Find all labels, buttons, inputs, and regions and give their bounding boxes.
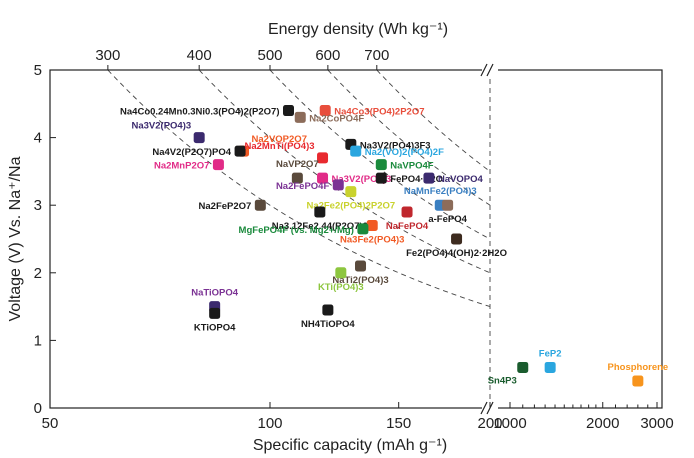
data-point-label: FePO4·H2O (390, 174, 443, 185)
data-point-label: Na2(VO)2(PO4)2F (365, 147, 444, 158)
data-point-label: Sn4P3 (488, 375, 517, 386)
top-tick-label: 400 (187, 47, 212, 64)
x-tick-label: 3000 (640, 415, 673, 432)
data-point-label: a-FePO4 (428, 214, 467, 225)
data-point-marker (632, 375, 644, 387)
data-point-marker (282, 105, 294, 117)
data-point-marker (319, 105, 331, 117)
data-point-marker (451, 233, 463, 245)
top-tick-label: 300 (95, 47, 120, 64)
data-point-label: NaFePO4 (386, 221, 429, 232)
y-axis-title: Voltage (V) Vs. Na⁺/Na (7, 156, 24, 321)
data-point-label: Na3V2(PO4)3 (132, 121, 192, 132)
y-tick-label: 1 (34, 332, 42, 349)
top-axis-title: Energy density (Wh kg⁻¹) (268, 21, 448, 38)
data-point-label: MgFePO4F (vs. Mg2+/Mg) (239, 225, 354, 236)
data-point-label: Fe2(PO4)4(OH)2·2H2O (406, 248, 507, 259)
data-point-marker (544, 361, 556, 373)
plot-frame (49, 69, 663, 409)
data-point-label: Na2MnP2O7 (154, 161, 209, 172)
x-tick-label: 100 (257, 415, 282, 432)
top-tick-label: 600 (315, 47, 340, 64)
y-axis-ticks: 0 1 2 3 4 5 (34, 62, 56, 417)
data-point-label: NH4TiOPO4 (301, 319, 355, 330)
energy-contour-500 (269, 69, 491, 240)
data-point-marker (375, 159, 387, 171)
data-point-marker (423, 172, 435, 184)
data-point-marker (291, 172, 303, 184)
data-point-label: Na3V2(PO4)3F3 (360, 140, 431, 151)
data-point-label: NaVP2O7 (276, 159, 319, 170)
data-point-marker (442, 199, 454, 211)
energy-contour-600 (327, 69, 491, 206)
data-point-label: Na2FePO4F (276, 181, 330, 192)
energy-contour-300 (107, 69, 491, 308)
data-point-label: Na3.12Fe2.44(P2O7)2 (272, 221, 368, 232)
data-point-marker (345, 186, 357, 198)
x-tick-label: 2000 (586, 415, 619, 432)
data-point-label: Na3V2(PO4)3 (332, 174, 392, 185)
data-point-label: NaTiOPO4 (191, 288, 239, 299)
data-point-marker (357, 223, 369, 235)
data-point-label: NaVPO4F (390, 161, 433, 172)
data-point-label: Phosphorene (608, 362, 669, 373)
data-point-label: NaMnFe2(PO4)3 (404, 186, 477, 197)
data-point-marker (314, 206, 326, 218)
data-point-label: Na4Co0.24Mn0.3Ni0.3(PO4)2(P2O7) (120, 107, 279, 118)
data-points: Na4Co0.24Mn0.3Ni0.3(PO4)2(P2O7) Na4Co3(PO… (120, 105, 669, 387)
data-point-marker (212, 159, 224, 171)
data-point-label: NaTi2(PO4)3 (332, 275, 388, 286)
data-point-marker (209, 307, 221, 319)
y-tick-label: 4 (34, 130, 42, 147)
y-tick-label: 0 (34, 400, 42, 417)
y-tick-label: 3 (34, 197, 42, 214)
x-axis-title: Specific capacity (mAh g⁻¹) (253, 437, 447, 454)
data-point-label: KTiOPO4 (194, 322, 236, 333)
top-tick-label: 700 (364, 47, 389, 64)
data-point-label: Na2VOP2O7 (252, 134, 307, 145)
y-tick-label: 2 (34, 265, 42, 282)
data-point-label: Na2FeP2O7 (199, 201, 252, 212)
top-axis-ticks: 300 400 500 600 700 (95, 47, 389, 70)
data-point-label: KTi(PO4)3 (318, 282, 364, 293)
data-point-label: Na4V2(P2O7)PO4 (152, 147, 231, 158)
energy-contour-400 (198, 69, 491, 274)
data-point-marker (332, 179, 344, 191)
data-point-marker (366, 219, 378, 231)
axis-break-slash (480, 63, 488, 77)
data-point-label: Na2MnTi(PO4)3 (244, 141, 314, 152)
data-point-marker (193, 132, 205, 144)
data-point-marker (355, 260, 367, 272)
x-tick-label: 200 (477, 415, 502, 432)
data-point-marker (294, 111, 306, 123)
axis-break-slash (480, 401, 488, 415)
data-point-marker (335, 267, 347, 279)
energy-density-contours (107, 69, 491, 308)
y-tick-label: 5 (34, 62, 42, 79)
data-point-label: Na2CoPO4F (309, 113, 364, 124)
data-point-label: Na3Fe2(PO4)3 (340, 234, 404, 245)
data-point-marker (350, 145, 362, 157)
x-tick-label: 1000 (493, 415, 526, 432)
data-point-marker (322, 304, 334, 316)
data-point-marker (254, 199, 266, 211)
energy-contour-700 (376, 69, 491, 172)
data-point-marker (317, 152, 329, 164)
top-tick-label: 500 (257, 47, 282, 64)
data-point-label: NaVOPO4 (438, 174, 484, 185)
data-point-label: Na2Fe2(PO4)2P2O7 (306, 201, 395, 212)
data-point-label: FeP2 (539, 348, 562, 359)
data-point-label: Na4Co3(PO4)2P2O7 (334, 107, 424, 118)
data-point-marker (401, 206, 413, 218)
data-point-marker (375, 172, 387, 184)
axis-break-slash (486, 63, 494, 77)
data-point-marker (234, 145, 246, 157)
x-tick-label: 50 (42, 415, 59, 432)
data-point-marker (517, 361, 529, 373)
x-tick-label: 150 (386, 415, 411, 432)
data-point-marker (317, 172, 329, 184)
